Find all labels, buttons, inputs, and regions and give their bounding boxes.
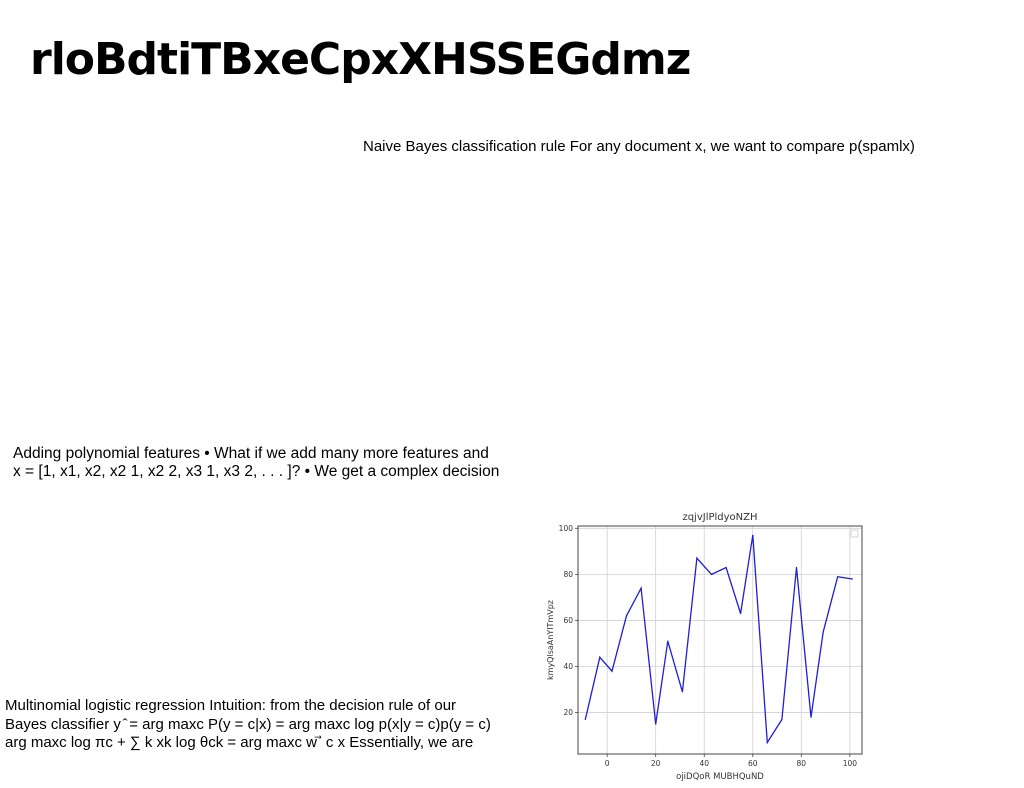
data-point <box>640 587 642 589</box>
data-point <box>625 615 628 617</box>
y-tick-label: 60 <box>563 616 573 625</box>
x-tick-label: 0 <box>605 759 610 768</box>
x-tick-label: 20 <box>651 759 661 768</box>
data-point <box>822 631 824 633</box>
data-point <box>837 576 839 578</box>
data-point <box>696 557 698 559</box>
data-point <box>655 723 657 725</box>
page-title: rloBdtiTBxeCpxXHSSEGdmz <box>30 34 691 85</box>
data-point <box>781 718 783 721</box>
series-line <box>584 535 853 745</box>
x-tick-label: 100 <box>843 759 858 768</box>
logistic-line-3: arg maxc log πc + ∑ k xk log θck = arg m… <box>5 734 474 751</box>
data-point <box>681 691 683 693</box>
x-ticks: 0 20 40 60 80 100 <box>605 754 858 768</box>
data-point <box>766 741 768 744</box>
y-tick-label: 100 <box>559 524 574 533</box>
y-tick-label: 80 <box>563 570 573 579</box>
x-tick-label: 40 <box>699 759 709 768</box>
data-point <box>599 656 601 658</box>
plot-frame <box>577 525 863 755</box>
grid-lines <box>578 526 862 754</box>
y-tick-label: 20 <box>563 708 573 717</box>
data-point <box>740 612 742 615</box>
data-point <box>710 573 713 575</box>
logistic-line-1: Multinomial logistic regression Intuitio… <box>5 697 457 714</box>
polynomial-line-2: x = [1, x1, x2, x2 1, x2 2, x3 1, x3 2, … <box>13 463 500 480</box>
data-point <box>810 716 812 718</box>
logistic-regression-text: Multinomial logistic regression Intuitio… <box>5 697 530 753</box>
polynomial-line-1: Adding polynomial features • What if we … <box>13 445 489 462</box>
logistic-line-2: Bayes classifier y ̂ = arg maxc P(y = c|… <box>5 715 491 733</box>
polynomial-features-text: Adding polynomial features • What if we … <box>13 445 513 481</box>
y-tick-label: 40 <box>563 662 573 671</box>
x-tick-label: 80 <box>797 759 807 768</box>
line-chart: zqjvJlPldyoNZH 0 20 40 60 80 100 20406080100 … <box>546 512 863 782</box>
data-point <box>752 534 754 536</box>
series-group <box>584 534 853 745</box>
data-point <box>725 566 727 569</box>
legend-box <box>850 529 859 538</box>
x-tick-label: 60 <box>748 759 758 768</box>
data-point <box>795 566 798 569</box>
y-axis-label: kmyQlsaAnYITmVpz <box>546 600 555 680</box>
data-point <box>584 718 586 721</box>
data-point <box>667 640 669 642</box>
data-point <box>851 578 853 580</box>
chart-title: zqjvJlPldyoNZH <box>682 512 757 523</box>
y-ticks: 20 40 60 80 100 <box>559 524 578 717</box>
naive-bayes-text: Naive Bayes classification rule For any … <box>363 138 915 155</box>
x-axis-label: ojiDQoR MUBHQuND <box>676 772 764 782</box>
data-point <box>611 670 613 672</box>
